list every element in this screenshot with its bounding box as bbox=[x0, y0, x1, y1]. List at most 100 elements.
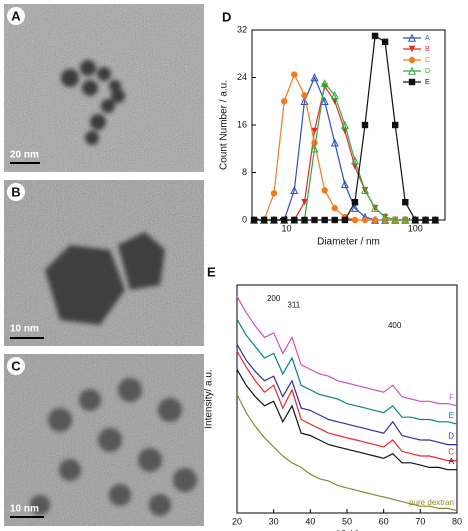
series-line bbox=[236, 318, 458, 425]
marker bbox=[320, 96, 329, 105]
marker bbox=[408, 56, 416, 64]
x-tick-label: 30 bbox=[269, 516, 279, 526]
marker bbox=[291, 71, 298, 78]
panel-label: B bbox=[11, 184, 20, 199]
scale-label: 20 nm bbox=[10, 150, 39, 161]
annotation: 400 bbox=[388, 321, 402, 330]
marker bbox=[340, 120, 349, 129]
marker bbox=[310, 73, 319, 82]
marker bbox=[402, 198, 409, 206]
scale-label: 10 nm bbox=[10, 504, 39, 515]
marker bbox=[371, 32, 379, 40]
marker bbox=[260, 216, 268, 224]
marker bbox=[330, 138, 339, 147]
marker bbox=[280, 98, 288, 105]
series-label: C bbox=[448, 448, 454, 457]
marker bbox=[408, 45, 416, 53]
marker bbox=[340, 180, 349, 189]
marker bbox=[361, 121, 369, 129]
marker bbox=[301, 216, 308, 224]
series-label: E bbox=[449, 411, 454, 420]
marker bbox=[351, 198, 359, 206]
series-label: F bbox=[449, 393, 454, 402]
marker bbox=[330, 90, 339, 100]
annotation: 311 bbox=[287, 301, 300, 310]
marker bbox=[371, 203, 380, 212]
legend-label: B bbox=[425, 46, 430, 53]
y-tick-label: 8 bbox=[242, 167, 247, 177]
series-line bbox=[236, 296, 458, 407]
x-axis-label: 2θ / ° bbox=[335, 530, 358, 531]
marker bbox=[408, 78, 416, 86]
marker bbox=[280, 216, 288, 224]
scale-label: 10 nm bbox=[10, 324, 39, 335]
panel-label: D bbox=[222, 9, 231, 24]
marker bbox=[321, 216, 328, 224]
marker bbox=[432, 216, 439, 224]
tem-c bbox=[4, 354, 204, 526]
legend-label: C bbox=[425, 57, 430, 64]
marker bbox=[351, 216, 359, 224]
marker bbox=[407, 33, 417, 42]
plot-frame bbox=[236, 284, 458, 514]
panel-badge bbox=[7, 183, 25, 201]
marker bbox=[350, 203, 359, 212]
series-line bbox=[236, 350, 457, 462]
marker bbox=[391, 121, 399, 129]
series-label: D bbox=[448, 432, 454, 441]
marker bbox=[250, 216, 258, 224]
tem-a bbox=[4, 4, 204, 172]
marker bbox=[301, 92, 308, 99]
x-tick-label: 100 bbox=[408, 223, 423, 233]
marker bbox=[301, 198, 308, 206]
series-line bbox=[254, 72, 436, 221]
panel-label: C bbox=[11, 358, 21, 373]
panel-badge bbox=[7, 357, 25, 375]
marker bbox=[391, 215, 400, 224]
series-label: A bbox=[449, 457, 455, 466]
y-tick-label: 16 bbox=[237, 119, 247, 129]
marker bbox=[331, 204, 338, 212]
x-tick-label: 80 bbox=[452, 516, 462, 526]
panel-badge bbox=[7, 7, 25, 25]
marker bbox=[311, 216, 318, 224]
legend-label: D bbox=[425, 68, 430, 75]
marker bbox=[270, 190, 278, 197]
marker bbox=[381, 212, 390, 221]
series-line bbox=[254, 75, 436, 221]
marker bbox=[361, 216, 369, 224]
series-line bbox=[236, 369, 457, 471]
x-tick-label: 20 bbox=[232, 516, 242, 526]
y-axis-label: Count Number / a.u. bbox=[219, 80, 230, 170]
x-tick-label: 60 bbox=[379, 516, 389, 526]
panel-label: A bbox=[11, 8, 21, 23]
legend-label: A bbox=[425, 35, 430, 42]
y-tick-label: 0 bbox=[242, 214, 247, 224]
x-axis-label: Diameter / nm bbox=[317, 237, 380, 248]
y-tick-label: 24 bbox=[237, 72, 247, 82]
y-tick-label: 32 bbox=[237, 24, 247, 34]
marker bbox=[310, 144, 319, 153]
marker bbox=[341, 216, 349, 224]
marker bbox=[371, 216, 379, 224]
y-axis-label: Intensity/ a.u. bbox=[204, 369, 215, 428]
marker bbox=[291, 216, 298, 224]
marker bbox=[270, 216, 278, 224]
series-line bbox=[236, 394, 458, 512]
marker bbox=[407, 66, 417, 75]
x-tick-label: 40 bbox=[305, 516, 315, 526]
marker bbox=[401, 215, 410, 224]
annotation: 200 bbox=[267, 294, 281, 303]
marker bbox=[321, 187, 328, 194]
marker bbox=[361, 185, 370, 195]
x-tick-label: 70 bbox=[415, 516, 425, 526]
tem-b bbox=[4, 180, 204, 346]
x-tick-label: 50 bbox=[342, 516, 352, 526]
series-label: pure dextran bbox=[409, 498, 454, 507]
marker bbox=[331, 216, 338, 224]
marker bbox=[381, 38, 389, 46]
marker bbox=[290, 185, 299, 195]
x-tick-label: 10 bbox=[281, 223, 291, 233]
marker bbox=[311, 127, 318, 135]
